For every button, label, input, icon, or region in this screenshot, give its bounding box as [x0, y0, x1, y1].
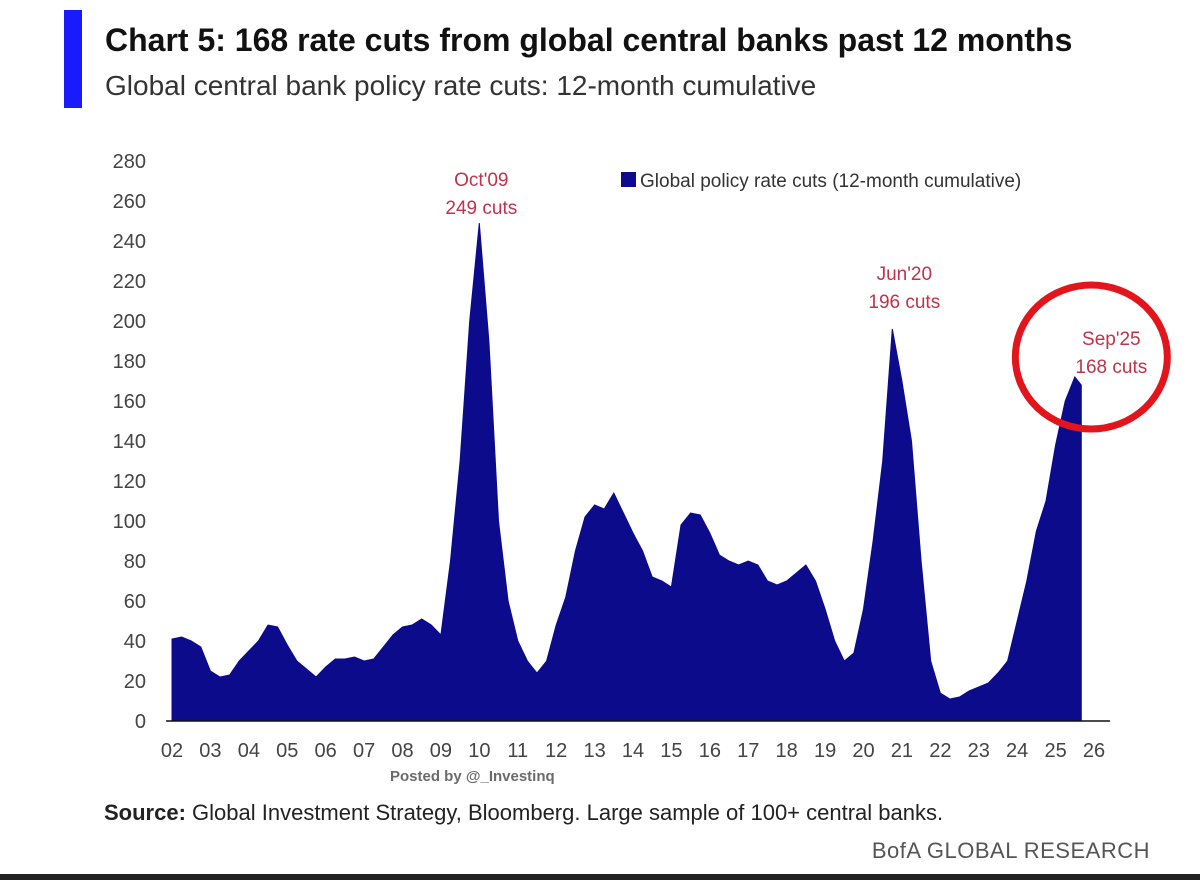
x-tick-label: 04: [238, 740, 260, 762]
x-tick-label: 08: [391, 740, 413, 762]
x-tick-label: 11: [507, 740, 528, 762]
source-note: Source: Global Investment Strategy, Bloo…: [104, 800, 943, 826]
annotation-value: 168 cuts: [1075, 357, 1147, 378]
legend-label: Global policy rate cuts (12-month cumula…: [640, 171, 1021, 192]
annotation-value: 249 cuts: [445, 198, 517, 219]
footer-rule: [0, 874, 1200, 880]
y-tick-label: 180: [113, 351, 146, 373]
x-tick-label: 23: [968, 740, 990, 762]
x-tick-label: 26: [1083, 740, 1105, 762]
x-tick-label: 09: [430, 740, 452, 762]
y-tick-label: 100: [113, 511, 146, 533]
x-tick-label: 21: [891, 740, 913, 762]
x-tick-label: 02: [161, 740, 183, 762]
y-tick-label: 40: [124, 631, 146, 653]
annotation-value: 196 cuts: [868, 292, 940, 313]
plot-area: [166, 222, 1110, 722]
annotations: Oct'09 249 cuts Jun'20 196 cuts Sep'25 168 cu…: [445, 170, 1171, 433]
chart-subtitle: Global central bank policy rate cuts: 12…: [105, 70, 817, 101]
y-tick-label: 120: [113, 471, 146, 493]
y-tick-label: 200: [113, 311, 146, 333]
annotation-label: Sep'25: [1082, 329, 1141, 350]
x-tick-label: 18: [776, 740, 798, 762]
x-tick-label: 10: [468, 740, 490, 762]
x-tick-label: 19: [814, 740, 836, 762]
y-tick-label: 0: [135, 711, 146, 733]
annotation-label: Jun'20: [877, 264, 932, 285]
x-tick-label: 14: [622, 740, 644, 762]
x-axis: 02 03 04 05 06 07 08 09 10 11 12 13 14 15 16 17 18 19 20 21…: [161, 740, 1105, 762]
y-tick-label: 220: [113, 271, 146, 293]
x-tick-label: 12: [545, 740, 567, 762]
x-tick-label: 24: [1006, 740, 1028, 762]
chart-canvas: 020406080100120140160180200220240260280 …: [113, 151, 1171, 762]
y-tick-label: 240: [113, 231, 146, 253]
posted-by-watermark: Posted by @_Investinq: [390, 768, 555, 785]
x-tick-label: 16: [699, 740, 721, 762]
source-label: Source:: [104, 800, 186, 825]
y-tick-label: 20: [124, 671, 146, 693]
x-tick-label: 07: [353, 740, 375, 762]
x-tick-label: 15: [660, 740, 682, 762]
x-tick-label: 20: [852, 740, 874, 762]
y-axis: 0 20 40 60 80 100 120 140 160 180 200 220 240 260 280: [113, 151, 146, 733]
x-tick-label: 17: [737, 740, 759, 762]
y-tick-label: 280: [113, 151, 146, 173]
x-tick-label: 06: [315, 740, 337, 762]
x-tick-label: 03: [199, 740, 221, 762]
series-area: [171, 222, 1082, 722]
y-tick-label: 80: [124, 551, 146, 573]
x-tick-label: 25: [1044, 740, 1066, 762]
brand-label: BofA GLOBAL RESEARCH: [871, 838, 1150, 863]
accent-bar: [64, 10, 82, 108]
y-tick-label: 160: [113, 391, 146, 413]
legend-swatch: [621, 172, 636, 187]
source-text: Global Investment Strategy, Bloomberg. L…: [185, 800, 944, 825]
highlight-circle: [1011, 281, 1171, 433]
x-tick-label: 22: [929, 740, 951, 762]
y-tick-label: 60: [124, 591, 146, 613]
x-tick-label: 13: [583, 740, 605, 762]
chart-title: Chart 5: 168 rate cuts from global centr…: [105, 22, 1073, 58]
annotation-label: Oct'09: [454, 170, 508, 191]
x-tick-label: 05: [276, 740, 298, 762]
y-tick-label: 140: [113, 431, 146, 453]
y-tick-label: 260: [113, 191, 146, 213]
legend: Global policy rate cuts (12-month cumula…: [621, 171, 1021, 192]
